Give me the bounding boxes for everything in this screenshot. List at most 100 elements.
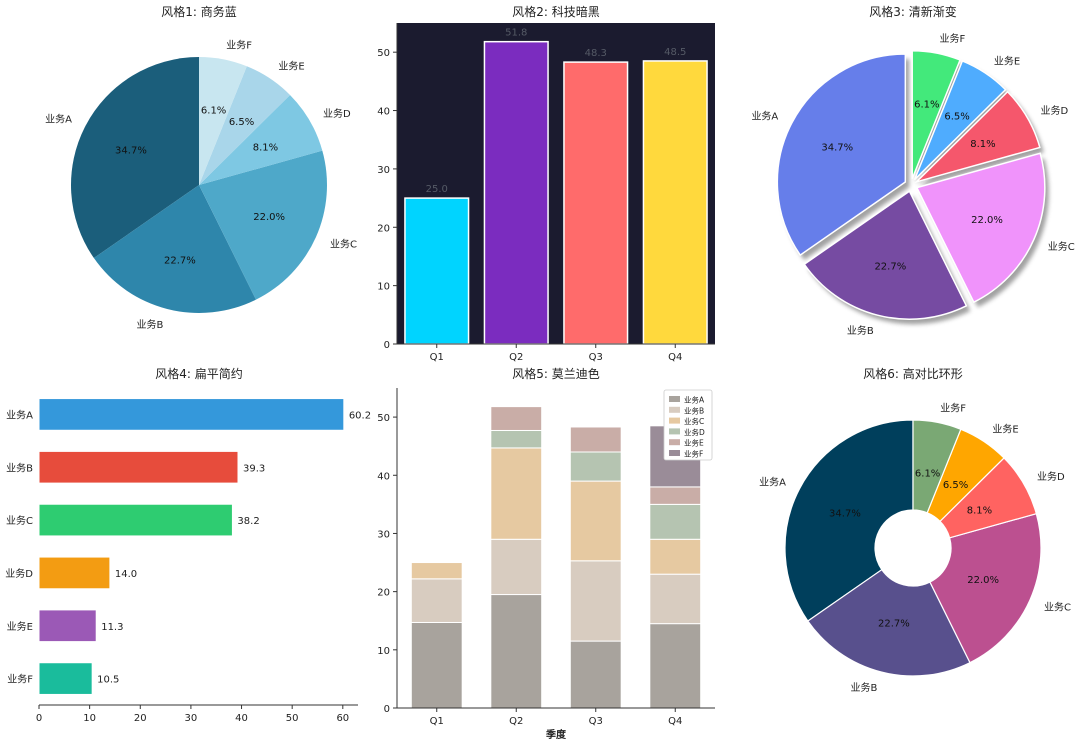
chart-4-bar-1	[38, 450, 239, 484]
chart-5-bar-segment-0-0	[410, 621, 463, 709]
chart-2-xtick-label-0: Q1	[430, 352, 444, 363]
chart-3-title: 风格3: 清新渐变	[869, 4, 957, 19]
chart-4-value-label-2: 38.2	[237, 516, 259, 527]
chart-3-category-label-5: 业务F	[939, 32, 965, 45]
chart-2-bar-1	[483, 40, 549, 345]
chart-3-pct-label-0: 34.7%	[821, 142, 853, 153]
chart-5-xtick-label-0: Q1	[430, 716, 444, 727]
chart-4-ytick-label-5: 业务F	[7, 673, 33, 686]
chart-3-slice-1	[803, 190, 968, 320]
chart-5-bar-segment-0-1	[490, 594, 543, 709]
chart-2-value-label-2: 48.3	[585, 48, 607, 59]
chart-2-ytick-label-5: 50	[377, 48, 390, 59]
chart-5-bar-segment-4-1	[490, 406, 543, 431]
chart-2-ytick-label-0: 0	[384, 340, 390, 351]
chart-3-category-label-1: 业务B	[847, 324, 874, 337]
chart-1-title: 风格1: 商务蓝	[161, 4, 237, 19]
chart-5-bar-segment-3-3	[649, 503, 702, 540]
chart-4-hbar: 60.2 业务A 39.3 业务B 38.2 业务C 14.0 业务D 11.3 业务E 10.5 业…	[5, 398, 371, 724]
chart-1-slice-5	[199, 57, 247, 185]
chart-3-category-label-0: 业务A	[751, 110, 778, 123]
chart-2-title: 风格2: 科技暗黑	[512, 4, 600, 19]
chart-6-pct-label-2: 22.0%	[967, 575, 999, 586]
chart-4-ytick-label-1: 业务B	[6, 461, 33, 474]
chart-1-category-label-2: 业务C	[330, 237, 357, 250]
chart-5-bar-segment-1-0	[410, 578, 463, 623]
chart-3-slice-2	[915, 152, 1046, 304]
chart-3-pct-label-5: 6.1%	[914, 99, 939, 110]
chart-2-value-label-0: 25.0	[426, 184, 448, 195]
chart-6-slice-2	[929, 512, 1042, 664]
chart-5-legend-swatch-2	[669, 417, 680, 424]
chart-3-pct-label-4: 6.5%	[944, 112, 969, 123]
chart-2-ytick-label-1: 10	[377, 282, 390, 293]
chart-1-category-label-5: 业务F	[226, 38, 252, 51]
chart-4-value-label-5: 10.5	[97, 675, 119, 686]
chart-5-legend-swatch-0	[669, 396, 680, 402]
chart-4-bar-2	[38, 503, 233, 537]
chart-6-category-label-0: 业务A	[759, 476, 786, 489]
chart-5-bar-segment-4-2	[569, 426, 622, 453]
chart-5-bar-segment-2-2	[569, 480, 622, 562]
chart-5-bar-segment-2-1	[490, 447, 543, 540]
chart-6-category-label-1: 业务B	[851, 681, 878, 694]
chart-2-ytick-label-4: 40	[377, 107, 390, 118]
chart-5-title: 风格5: 莫兰迪色	[512, 366, 600, 381]
chart-4-xtick-label-6: 60	[336, 713, 349, 724]
chart-5-bar-segment-2-3	[649, 538, 702, 575]
chart-1-slice-1	[93, 185, 256, 313]
chart-3-slice-3	[913, 90, 1041, 184]
chart-2-xtick-label-3: Q4	[668, 352, 682, 363]
chart-5-bar-segment-1-3	[649, 573, 702, 625]
chart-4-value-label-4: 11.3	[101, 622, 123, 633]
chart-6-pct-label-3: 8.1%	[967, 505, 992, 516]
chart-3-category-label-2: 业务C	[1048, 240, 1075, 253]
chart-2-xtick-label-2: Q3	[589, 352, 603, 363]
chart-3-pct-label-1: 22.7%	[874, 262, 906, 273]
chart-4-xtick-label-2: 20	[134, 713, 147, 724]
chart-5-legend-swatch-5	[669, 450, 680, 456]
chart-3-slice-0	[776, 53, 907, 257]
chart-4-ytick-label-4: 业务E	[7, 620, 33, 633]
chart-6-category-label-5: 业务F	[940, 401, 966, 414]
chart-6-slice-5	[912, 419, 962, 514]
chart-5-bar-segment-0-3	[649, 623, 702, 709]
chart-3-pie: 34.7% 业务A 22.7% 业务B 22.0% 业务C 8.1% 业务D 6.5% 业务E 6.…	[751, 32, 1074, 337]
chart-5-xtick-label-3: Q4	[668, 716, 682, 727]
chart-1-pct-label-2: 22.0%	[253, 212, 285, 223]
chart-4-title: 风格4: 扁平简约	[155, 366, 243, 381]
chart-6-donut: 34.7% 业务A 22.7% 业务B 22.0% 业务C 8.1% 业务D 6.5% 业务E 6.…	[759, 401, 1071, 694]
chart-5-ytick-label-2: 20	[377, 588, 390, 599]
chart-1-pie: 34.7% 业务A 22.7% 业务B 22.0% 业务C 8.1% 业务D 6.5% 业务E 6.…	[45, 38, 357, 331]
chart-3-category-label-4: 业务E	[994, 54, 1020, 67]
chart-5-legend-label-2: 业务C	[684, 416, 704, 426]
chart-3-slice-4	[913, 59, 1007, 181]
chart-4-bar-4	[38, 609, 97, 643]
chart-4-bar-3	[38, 556, 111, 590]
chart-6-category-label-4: 业务E	[992, 423, 1018, 436]
chart-5-ytick-label-3: 30	[377, 529, 390, 540]
chart-4-bar-5	[38, 662, 93, 695]
chart-5-legend-label-0: 业务A	[684, 395, 705, 405]
chart-5-xlabel: 季度	[545, 728, 567, 741]
chart-4-bar-0	[38, 398, 345, 431]
chart-5-legend-label-4: 业务E	[684, 438, 704, 448]
chart-4-ytick-label-0: 业务A	[6, 408, 33, 421]
chart-6-title: 风格6: 高对比环形	[863, 366, 963, 381]
chart-2-bar-0	[404, 197, 470, 345]
chart-5-xtick-label-2: Q3	[589, 716, 603, 727]
chart-6-pct-label-5: 6.1%	[915, 469, 940, 480]
chart-6-category-label-3: 业务D	[1037, 470, 1065, 483]
chart-3-slice-5	[911, 49, 962, 179]
chart-5-legend-swatch-3	[669, 428, 680, 435]
chart-2-ytick-label-2: 20	[377, 223, 390, 234]
chart-6-slice-0	[784, 419, 914, 622]
chart-3-category-label-3: 业务D	[1041, 104, 1069, 117]
chart-5-ytick-label-0: 0	[384, 704, 390, 715]
chart-2-bar-2	[563, 61, 629, 345]
chart-1-slice-3	[199, 94, 323, 185]
chart-5-ytick-label-5: 50	[377, 413, 390, 424]
chart-5-bar-segment-3-1	[490, 429, 543, 449]
